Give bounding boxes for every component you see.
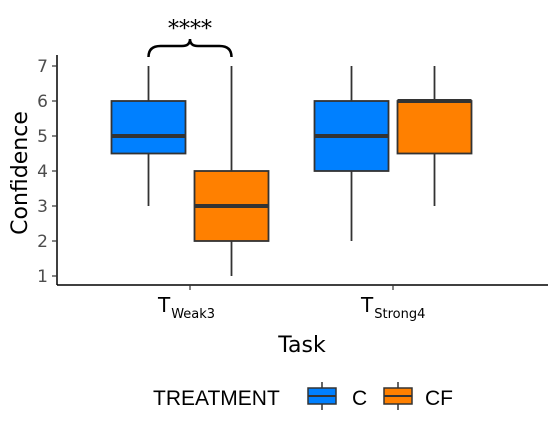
y-tick-label: 4 <box>37 162 48 182</box>
legend-label-cf: CF <box>425 387 453 410</box>
y-tick-label: 6 <box>37 92 48 112</box>
x-axis-title: Task <box>277 333 326 358</box>
y-tick-label: 2 <box>37 232 48 252</box>
box-cf <box>398 101 472 154</box>
y-axis-title: Confidence <box>8 111 33 235</box>
legend-title: TREATMENT <box>153 387 280 410</box>
legend-label-c: C <box>352 387 367 410</box>
y-tick-label: 3 <box>37 197 48 217</box>
legend: TREATMENT C CF <box>153 382 453 410</box>
y-tick-label: 1 <box>37 267 48 287</box>
plot-area: 1 2 3 4 5 6 7 TWeak3 TStrong4 **** <box>37 17 548 322</box>
y-tick-label: 7 <box>37 57 48 77</box>
box-c <box>112 101 186 154</box>
significance-label: **** <box>168 17 212 42</box>
x-tick-label: TStrong4 <box>360 293 425 322</box>
x-tick-label: TWeak3 <box>157 293 215 322</box>
y-tick-label: 5 <box>37 127 48 147</box>
